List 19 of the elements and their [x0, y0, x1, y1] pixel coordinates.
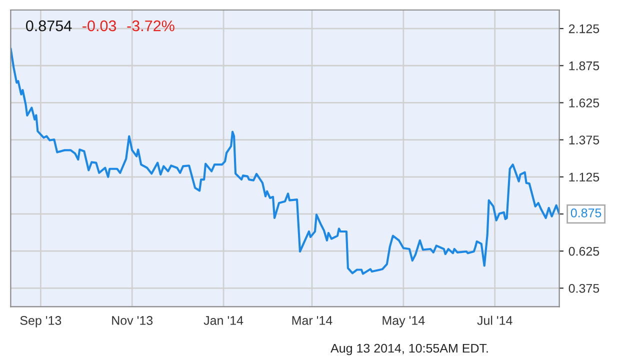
annotation: -0.03 — [82, 20, 116, 32]
x-tick-label: Jan '14 — [204, 316, 244, 325]
text: Aug 13 2014, 10:55AM EDT. — [330, 344, 488, 356]
x-tick-label: Sep '13 — [20, 316, 62, 328]
x-tick-label: Mar '14 — [292, 316, 332, 325]
y-tick-label: 0.375 — [568, 284, 600, 293]
y-tick-label: 0.625 — [568, 246, 600, 256]
x-tick-label: May '14 — [382, 316, 425, 328]
y-tick-label: 1.625 — [569, 98, 600, 108]
y-tick-label: 1.125 — [569, 172, 600, 182]
annotation: 0.8754 — [26, 20, 72, 32]
y-tick-label: 1.875 — [569, 61, 600, 70]
y-tick-label: 1.375 — [569, 136, 600, 144]
annotation: 0.875 — [570, 208, 602, 218]
annotation: -3.72% — [127, 20, 174, 32]
y-tick-label: 2.125 — [568, 24, 600, 34]
x-tick-label: Jul '14 — [477, 316, 512, 325]
line-series — [10, 48, 560, 275]
x-tick-label: Nov '13 — [112, 316, 153, 325]
